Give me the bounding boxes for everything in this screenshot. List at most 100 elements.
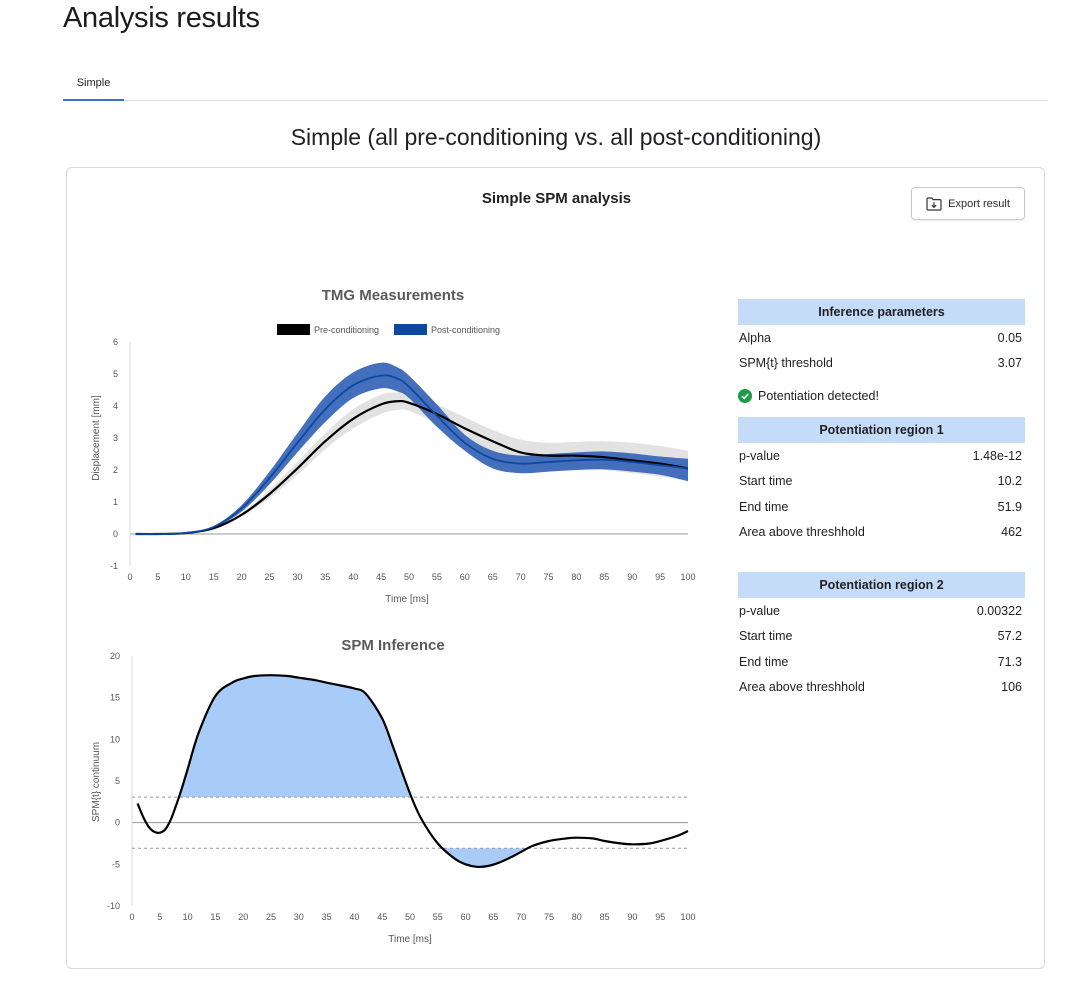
y-tick-label: 4 bbox=[113, 401, 118, 411]
y-tick-label: 5 bbox=[113, 369, 118, 379]
x-tick-label: 75 bbox=[544, 912, 554, 922]
param-value: 1.48e-12 bbox=[972, 448, 1022, 463]
y-tick-label: 0 bbox=[115, 818, 120, 828]
table-row: SPM{t} threshold 3.07 bbox=[738, 351, 1025, 377]
confidence-band-post bbox=[135, 362, 688, 535]
x-tick-label: 10 bbox=[183, 912, 193, 922]
param-value: 71.3 bbox=[997, 654, 1022, 669]
section-title: Simple (all pre-conditioning vs. all pos… bbox=[290, 124, 822, 150]
y-tick-label: 15 bbox=[110, 693, 120, 703]
table-row: p-value 0.00322 bbox=[738, 598, 1025, 624]
table-header: Potentiation region 1 bbox=[738, 417, 1025, 443]
param-label: p-value bbox=[739, 448, 780, 463]
y-tick-label: 10 bbox=[110, 734, 120, 744]
check-circle-icon bbox=[738, 389, 752, 403]
legend-swatch-post bbox=[394, 324, 427, 335]
potentiation-status: Potentiation detected! bbox=[738, 383, 1025, 409]
tmg-measurements-chart: TMG Measurements Pre-conditioning Post-c… bbox=[91, 287, 696, 605]
param-label: p-value bbox=[739, 603, 780, 618]
y-tick-label: 5 bbox=[115, 776, 120, 786]
x-tick-label: 15 bbox=[209, 572, 219, 582]
param-label: Area above threshhold bbox=[739, 680, 865, 695]
export-result-button[interactable]: Export result bbox=[911, 187, 1025, 220]
param-value: 462 bbox=[1001, 525, 1022, 540]
x-tick-label: 40 bbox=[348, 572, 358, 582]
x-tick-label: 30 bbox=[292, 572, 302, 582]
export-button-label: Export result bbox=[948, 197, 1010, 210]
table-row: Alpha 0.05 bbox=[738, 325, 1025, 351]
x-tick-label: 0 bbox=[129, 912, 134, 922]
y-axis-label: Displacement [mm] bbox=[91, 395, 102, 481]
param-value: 3.07 bbox=[997, 356, 1022, 371]
y-tick-label: 20 bbox=[110, 651, 120, 661]
folder-download-icon bbox=[926, 196, 942, 211]
spm-inference-chart: SPM Inference -10 -5 0 5 10 15 20 0 5 10 15 20 25 30 3… bbox=[91, 637, 696, 945]
x-tick-label: 20 bbox=[237, 572, 247, 582]
table-header: Inference parameters bbox=[738, 299, 1025, 325]
mean-line-post bbox=[135, 374, 689, 535]
chart-legend: Pre-conditioning Post-conditioning bbox=[277, 324, 500, 335]
table-row: End time 51.9 bbox=[738, 494, 1025, 520]
param-label: Start time bbox=[739, 629, 793, 644]
x-tick-label: 50 bbox=[404, 572, 414, 582]
table-row: Start time 10.2 bbox=[738, 469, 1025, 495]
region-2-table: Potentiation region 2 p-value 0.00322 Sta… bbox=[738, 572, 1025, 700]
table-row: Area above threshhold 106 bbox=[738, 675, 1025, 701]
x-tick-label: 90 bbox=[627, 912, 637, 922]
x-tick-label: 0 bbox=[127, 572, 132, 582]
param-label: Area above threshhold bbox=[739, 525, 865, 540]
card-title: Simple SPM analysis bbox=[481, 190, 632, 207]
mean-line-pre bbox=[135, 399, 689, 536]
x-tick-label: 65 bbox=[488, 912, 498, 922]
param-value: 10.2 bbox=[997, 474, 1022, 489]
param-value: 106 bbox=[1001, 680, 1022, 695]
status-text: Potentiation detected! bbox=[758, 389, 879, 403]
table-row: Area above threshhold 462 bbox=[738, 520, 1025, 546]
x-tick-label: 75 bbox=[543, 572, 553, 582]
tab-simple[interactable]: Simple bbox=[63, 65, 124, 101]
inference-parameters-table: Inference parameters Alpha 0.05 SPM{t} t… bbox=[738, 299, 1025, 376]
x-tick-label: 60 bbox=[461, 912, 471, 922]
table-header: Potentiation region 2 bbox=[738, 572, 1025, 598]
x-tick-label: 15 bbox=[210, 912, 220, 922]
table-row: End time 71.3 bbox=[738, 649, 1025, 675]
region-1-table: Potentiation region 1 p-value 1.48e-12 St… bbox=[738, 417, 1025, 545]
y-tick-label: 1 bbox=[113, 497, 118, 507]
x-tick-label: 100 bbox=[680, 912, 695, 922]
x-tick-label: 80 bbox=[571, 572, 581, 582]
x-tick-label: 30 bbox=[294, 912, 304, 922]
table-row: p-value 1.48e-12 bbox=[738, 443, 1025, 469]
param-label: Alpha bbox=[739, 330, 771, 345]
param-value: 57.2 bbox=[997, 629, 1022, 644]
y-tick-label: 3 bbox=[113, 433, 118, 443]
x-tick-label: 80 bbox=[572, 912, 582, 922]
legend-label-pre: Pre-conditioning bbox=[314, 325, 379, 335]
y-tick-label: -10 bbox=[107, 901, 120, 911]
suprathreshold-cluster-positive bbox=[137, 675, 688, 798]
x-tick-label: 35 bbox=[322, 912, 332, 922]
param-value: 51.9 bbox=[997, 499, 1022, 514]
x-tick-label: 85 bbox=[599, 572, 609, 582]
x-tick-label: 55 bbox=[433, 912, 443, 922]
x-tick-label: 40 bbox=[349, 912, 359, 922]
y-axis-label: SPM{t} continuum bbox=[91, 742, 102, 822]
y-tick-label: -5 bbox=[112, 859, 120, 869]
x-tick-label: 20 bbox=[238, 912, 248, 922]
x-tick-label: 95 bbox=[655, 572, 665, 582]
chart-title: TMG Measurements bbox=[322, 287, 465, 304]
x-tick-label: 70 bbox=[516, 912, 526, 922]
x-tick-label: 55 bbox=[432, 572, 442, 582]
param-label: Start time bbox=[739, 474, 793, 489]
y-tick-label: 0 bbox=[113, 529, 118, 539]
x-tick-label: 25 bbox=[264, 572, 274, 582]
x-tick-label: 65 bbox=[488, 572, 498, 582]
param-value: 0.00322 bbox=[976, 603, 1022, 618]
x-tick-label: 35 bbox=[320, 572, 330, 582]
x-tick-label: 5 bbox=[155, 572, 160, 582]
spm-t-curve bbox=[136, 674, 689, 869]
param-label: SPM{t} threshold bbox=[739, 356, 833, 371]
x-tick-label: 85 bbox=[600, 912, 610, 922]
x-tick-label: 100 bbox=[680, 572, 695, 582]
x-tick-label: 50 bbox=[405, 912, 415, 922]
y-tick-label: -1 bbox=[110, 561, 118, 571]
